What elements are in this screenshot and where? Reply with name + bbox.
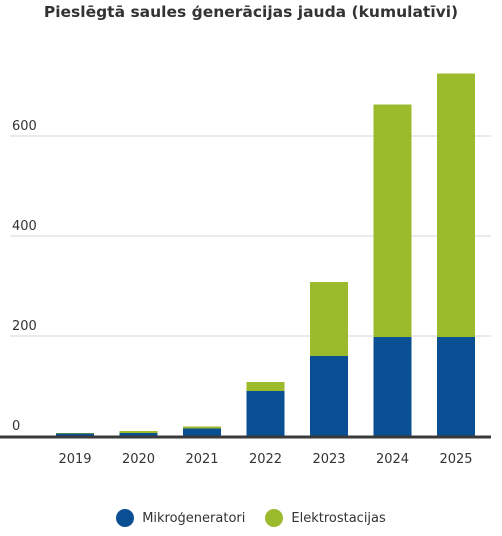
bar-elektrostacijas-2022 <box>246 382 285 391</box>
bar-elektrostacijas-2021 <box>183 426 221 429</box>
bar-mikrogeneratori-2021 <box>183 428 221 436</box>
legend-item-mikrogeneratori[interactable]: Mikroģeneratori <box>116 509 245 527</box>
chart-title: Pieslēgtā saules ģenerācijas jauda (kumu… <box>43 3 459 21</box>
bar-elektrostacijas-2020 <box>119 431 158 433</box>
bar-mikrogeneratori-2019 <box>56 433 94 436</box>
bar-elektrostacijas-2025 <box>437 73 475 337</box>
bar-mikrogeneratori-2025 <box>437 337 475 436</box>
x-tick-label-2025: 2025 <box>439 452 472 467</box>
x-tick-label-2020: 2020 <box>122 452 155 467</box>
legend-label-elektrostacijas: Elektrostacijas <box>291 510 386 526</box>
y-tick-label-600: 600 <box>12 119 37 134</box>
bar-mikrogeneratori-2020 <box>119 433 158 436</box>
legend-item-elektrostacijas[interactable]: Elektrostacijas <box>265 509 386 527</box>
x-tick-label-2019: 2019 <box>58 452 91 467</box>
bar-elektrostacijas-2024 <box>373 104 412 337</box>
x-tick-label-2022: 2022 <box>249 452 282 467</box>
y-tick-label-200: 200 <box>12 319 37 334</box>
legend-swatch-elektrostacijas <box>265 509 284 527</box>
y-tick-label-0: 0 <box>12 419 20 434</box>
bar-mikrogeneratori-2022 <box>246 391 285 436</box>
x-tick-label-2023: 2023 <box>312 452 345 467</box>
legend: Mikroģeneratori Elektrostacijas <box>0 509 502 527</box>
legend-swatch-mikrogeneratori <box>116 509 135 527</box>
bar-mikrogeneratori-2023 <box>310 356 348 436</box>
y-tick-label-400: 400 <box>12 219 37 234</box>
x-tick-label-2021: 2021 <box>185 452 218 467</box>
bar-mikrogeneratori-2024 <box>373 337 412 436</box>
legend-label-mikrogeneratori: Mikroģeneratori <box>142 510 246 526</box>
bar-elektrostacijas-2023 <box>310 282 348 356</box>
x-tick-label-2024: 2024 <box>376 452 409 467</box>
bar-elektrostacijas-2019 <box>56 433 94 434</box>
